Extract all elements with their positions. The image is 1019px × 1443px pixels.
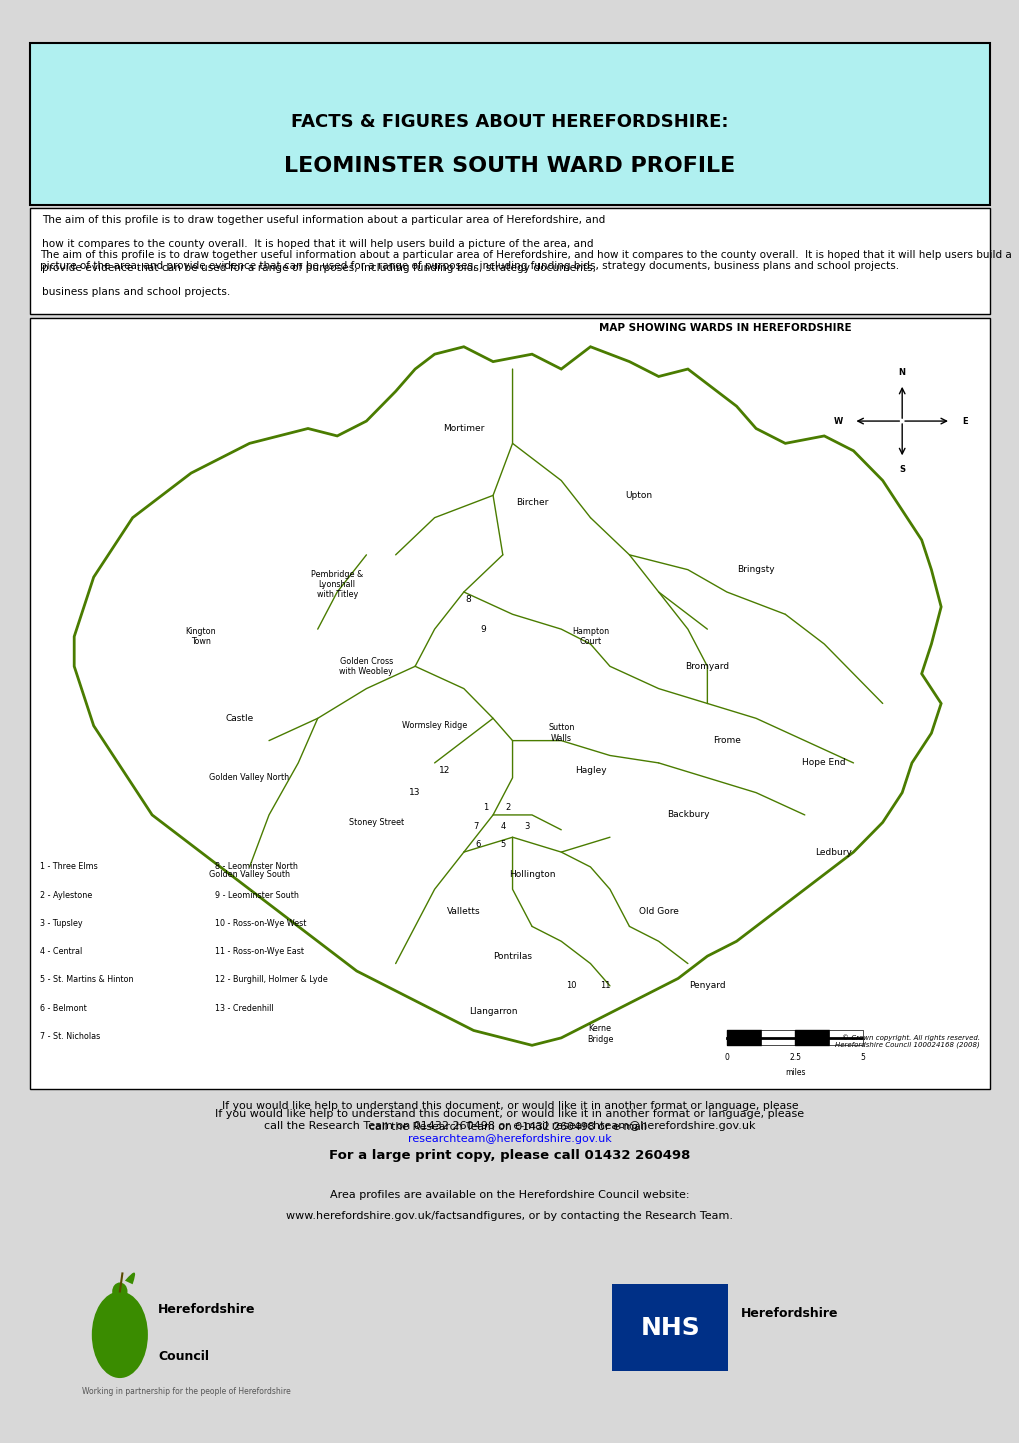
Ellipse shape xyxy=(92,1291,148,1378)
Polygon shape xyxy=(74,346,941,1045)
Text: Hollington: Hollington xyxy=(508,870,554,879)
Text: 6 - Belmont: 6 - Belmont xyxy=(40,1004,87,1013)
Text: Valletts: Valletts xyxy=(446,908,480,916)
Text: Wormsley Ridge: Wormsley Ridge xyxy=(401,722,467,730)
Text: 4 - Central: 4 - Central xyxy=(40,947,83,957)
Text: 6: 6 xyxy=(475,840,481,848)
Text: Old Gore: Old Gore xyxy=(638,908,678,916)
Text: 3: 3 xyxy=(524,821,529,831)
Text: Kington
Town: Kington Town xyxy=(185,626,216,646)
Text: Council: Council xyxy=(158,1349,209,1364)
Text: 10: 10 xyxy=(566,981,576,990)
Text: 9: 9 xyxy=(480,625,486,633)
Text: business plans and school projects.: business plans and school projects. xyxy=(42,287,230,297)
Text: E: E xyxy=(962,417,967,426)
Text: Backbury: Backbury xyxy=(666,811,708,820)
Text: 1 - Three Elms: 1 - Three Elms xyxy=(40,863,98,872)
Text: N: N xyxy=(898,368,905,377)
Text: 9 - Leominster South: 9 - Leominster South xyxy=(215,890,299,899)
Text: 11 - Ross-on-Wye East: 11 - Ross-on-Wye East xyxy=(215,947,304,957)
Text: If you would like help to understand this document, or would like it in another : If you would like help to understand thi… xyxy=(215,1110,804,1131)
Text: 7 - St. Nicholas: 7 - St. Nicholas xyxy=(40,1032,100,1040)
Text: 13: 13 xyxy=(409,788,421,797)
Text: If you would like help to understand this document, or would like it in another : If you would like help to understand thi… xyxy=(221,1101,798,1111)
Text: Hope End: Hope End xyxy=(802,759,845,768)
Text: S: S xyxy=(899,465,904,473)
Text: miles: miles xyxy=(784,1068,804,1076)
Text: 13 - Credenhill: 13 - Credenhill xyxy=(215,1004,274,1013)
Text: Bringsty: Bringsty xyxy=(737,566,774,574)
Text: 11: 11 xyxy=(599,981,609,990)
FancyBboxPatch shape xyxy=(31,43,988,205)
Text: For a large print copy, please call 01432 260498: For a large print copy, please call 0143… xyxy=(329,1149,690,1162)
Text: Pontrilas: Pontrilas xyxy=(492,951,532,961)
Text: 0: 0 xyxy=(723,1053,729,1062)
Text: Golden Valley South: Golden Valley South xyxy=(209,870,289,879)
Text: www.herefordshire.gov.uk/factsandfigures, or by contacting the Research Team.: www.herefordshire.gov.uk/factsandfigures… xyxy=(286,1212,733,1221)
Text: 2.5: 2.5 xyxy=(789,1053,800,1062)
Text: Hagley: Hagley xyxy=(574,766,605,775)
Text: Upton: Upton xyxy=(625,491,652,499)
Text: The aim of this profile is to draw together useful information about a particula: The aim of this profile is to draw toget… xyxy=(40,250,1011,271)
Text: Mortimer: Mortimer xyxy=(442,424,484,433)
Text: 8: 8 xyxy=(466,595,471,605)
Text: how it compares to the county overall.  It is hoped that it will help users buil: how it compares to the county overall. I… xyxy=(42,240,593,250)
Text: 5 - St. Martins & Hinton: 5 - St. Martins & Hinton xyxy=(40,975,133,984)
Text: Frome: Frome xyxy=(712,736,740,745)
Text: provide evidence that can be used for a range of purposes, including funding bid: provide evidence that can be used for a … xyxy=(42,263,595,273)
Text: 5: 5 xyxy=(499,840,505,848)
Text: Castle: Castle xyxy=(225,714,254,723)
Text: Golden Valley North: Golden Valley North xyxy=(209,773,289,782)
Text: Bircher: Bircher xyxy=(516,498,547,508)
Text: 12: 12 xyxy=(438,766,449,775)
Text: Working in partnership for the people of Herefordshire: Working in partnership for the people of… xyxy=(82,1387,290,1397)
Text: 3 - Tupsley: 3 - Tupsley xyxy=(40,919,83,928)
Text: Stoney Street: Stoney Street xyxy=(348,818,404,827)
Text: Area profiles are available on the Herefordshire Council website:: Area profiles are available on the Heref… xyxy=(330,1190,689,1201)
FancyBboxPatch shape xyxy=(611,1284,728,1371)
Text: Penyard: Penyard xyxy=(689,981,725,990)
Text: 8 - Leominster North: 8 - Leominster North xyxy=(215,863,298,872)
Text: Kerne
Bridge: Kerne Bridge xyxy=(587,1025,612,1043)
Text: NHS: NHS xyxy=(640,1316,699,1339)
Text: MAP SHOWING WARDS IN HEREFORDSHIRE: MAP SHOWING WARDS IN HEREFORDSHIRE xyxy=(598,323,851,333)
Text: © Crown copyright. All rights reserved.
Herefordshire Council 100024168 (2008): © Crown copyright. All rights reserved. … xyxy=(835,1035,979,1048)
Text: W: W xyxy=(834,417,843,426)
Text: Ledbury: Ledbury xyxy=(815,847,852,857)
Text: Pembridge &
Lyonshall
with Titley: Pembridge & Lyonshall with Titley xyxy=(311,570,363,599)
Text: 5: 5 xyxy=(860,1053,865,1062)
Text: 12 - Burghill, Holmer & Lyde: 12 - Burghill, Holmer & Lyde xyxy=(215,975,328,984)
Text: 4: 4 xyxy=(499,821,505,831)
Text: researchteam@herefordshire.gov.uk: researchteam@herefordshire.gov.uk xyxy=(408,1134,611,1144)
Text: Sutton
Walls: Sutton Walls xyxy=(547,723,574,743)
Text: 10 - Ross-on-Wye West: 10 - Ross-on-Wye West xyxy=(215,919,307,928)
Text: Hampton
Court: Hampton Court xyxy=(572,626,608,646)
Text: 1: 1 xyxy=(482,802,487,812)
PathPatch shape xyxy=(125,1273,136,1284)
Text: 2: 2 xyxy=(504,802,510,812)
Text: 2 - Aylestone: 2 - Aylestone xyxy=(40,890,93,899)
Text: The aim of this profile is to draw together useful information about a particula: The aim of this profile is to draw toget… xyxy=(42,215,604,225)
Text: Herefordshire: Herefordshire xyxy=(740,1306,838,1320)
Text: Golden Cross
with Weobley: Golden Cross with Weobley xyxy=(339,657,393,675)
Text: 7: 7 xyxy=(473,821,478,831)
Ellipse shape xyxy=(112,1283,127,1300)
Text: Herefordshire: Herefordshire xyxy=(158,1303,256,1316)
Text: LEOMINSTER SOUTH WARD PROFILE: LEOMINSTER SOUTH WARD PROFILE xyxy=(284,156,735,176)
Text: Llangarron: Llangarron xyxy=(469,1007,517,1016)
Text: call the Research Team on 01432 260498 or e-mail: call the Research Team on 01432 260498 o… xyxy=(369,1123,650,1133)
FancyBboxPatch shape xyxy=(31,319,988,1089)
Text: FACTS & FIGURES ABOUT HEREFORDSHIRE:: FACTS & FIGURES ABOUT HEREFORDSHIRE: xyxy=(291,113,728,131)
FancyBboxPatch shape xyxy=(31,208,988,315)
Text: Bromyard: Bromyard xyxy=(685,662,729,671)
